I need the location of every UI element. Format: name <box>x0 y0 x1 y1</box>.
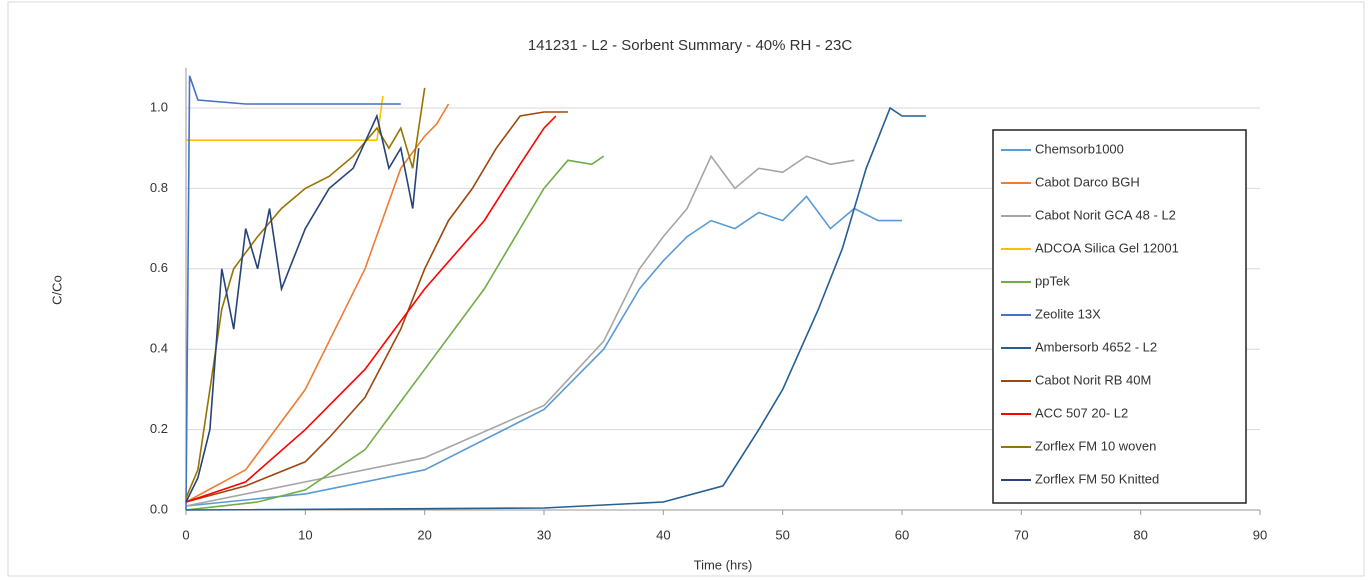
y-tick-label: 0.2 <box>150 421 168 436</box>
x-tick-label: 80 <box>1133 527 1147 542</box>
series-line <box>186 95 384 141</box>
x-tick-label: 10 <box>298 527 312 542</box>
series-line <box>185 155 605 511</box>
x-tick-label: 60 <box>895 527 909 542</box>
y-axis-label: C/Co <box>49 275 64 305</box>
legend-label: Cabot Darco BGH <box>1035 174 1140 189</box>
legend-label: ADCOA Silica Gel 12001 <box>1035 240 1179 255</box>
x-tick-label: 0 <box>182 527 189 542</box>
legend-label: Chemsorb1000 <box>1035 141 1124 156</box>
x-tick-label: 90 <box>1253 527 1267 542</box>
x-axis-label: Time (hrs) <box>694 557 753 572</box>
legend-label: Ambersorb 4652 - L2 <box>1035 339 1157 354</box>
x-tick-label: 20 <box>417 527 431 542</box>
legend-label: Zeolite 13X <box>1035 306 1101 321</box>
legend-label: ppTek <box>1035 273 1070 288</box>
legend-label: Zorflex FM 10 woven <box>1035 438 1156 453</box>
y-tick-label: 1.0 <box>150 99 168 114</box>
legend-label: Zorflex FM 50 Knitted <box>1035 471 1159 486</box>
series-line <box>185 106 926 511</box>
series-line <box>185 113 420 503</box>
series-line <box>185 111 568 503</box>
series-line <box>185 115 557 503</box>
legend-label: Cabot Norit RB 40M <box>1035 372 1151 387</box>
x-tick-label: 70 <box>1014 527 1028 542</box>
x-tick-label: 30 <box>537 527 551 542</box>
legend-label: ACC 507 20- L2 <box>1035 405 1128 420</box>
y-tick-label: 0.6 <box>150 260 168 275</box>
series-line <box>185 154 855 507</box>
y-tick-label: 0.4 <box>150 341 168 356</box>
series-line <box>185 103 450 503</box>
x-tick-label: 40 <box>656 527 670 542</box>
y-tick-label: 0.8 <box>150 180 168 195</box>
legend-box <box>992 129 1247 504</box>
chart-title: 141231 - L2 - Sorbent Summary - 40% RH -… <box>528 37 852 54</box>
series-line <box>185 75 401 511</box>
series-line <box>185 87 426 499</box>
y-tick-label: 0.0 <box>150 501 168 516</box>
legend-label: Cabot Norit GCA 48 - L2 <box>1035 207 1176 222</box>
x-tick-label: 50 <box>775 527 789 542</box>
series-line <box>185 195 902 507</box>
